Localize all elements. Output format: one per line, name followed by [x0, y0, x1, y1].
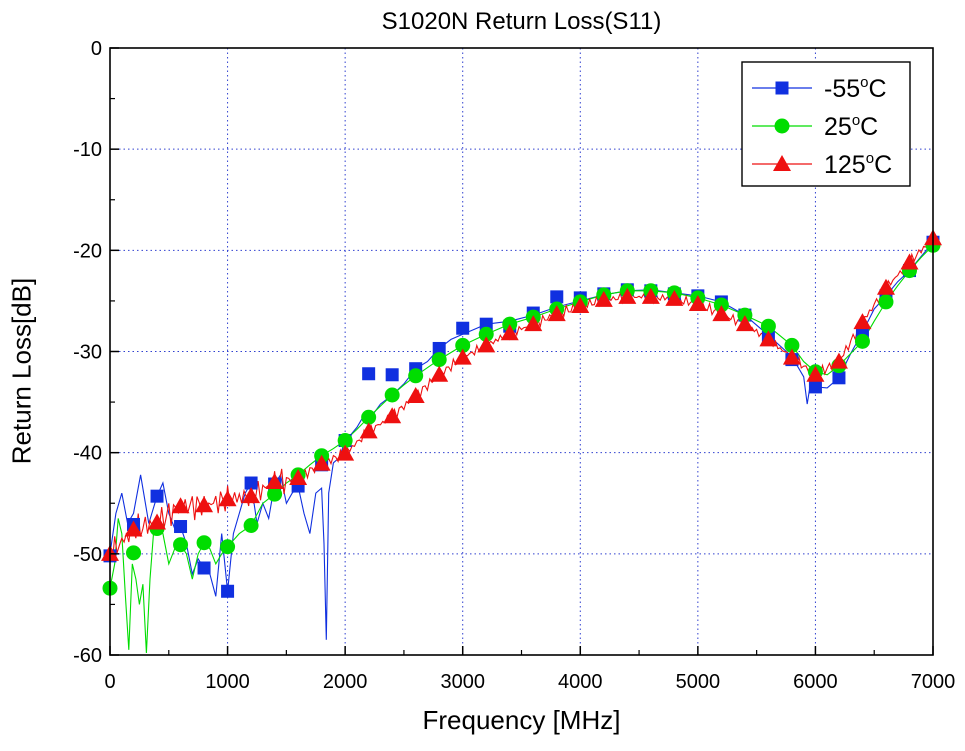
data-point-triangle: [829, 352, 848, 369]
series-markers: [101, 229, 942, 598]
data-point-triangle: [900, 253, 919, 270]
y-axis-label: Return Loss[dB]: [6, 277, 37, 465]
data-point-square: [432, 341, 446, 355]
data-point-triangle: [430, 365, 449, 382]
data-point-triangle: [148, 513, 167, 530]
legend-marker-circle: [774, 118, 790, 134]
data-point-square: [832, 371, 846, 385]
data-point-triangle: [876, 278, 895, 295]
data-point-circle: [196, 535, 212, 551]
data-point-circle: [243, 518, 259, 534]
data-point-triangle: [289, 468, 308, 485]
x-tick-label: 4000: [558, 671, 603, 693]
data-point-triangle: [641, 287, 660, 304]
y-tick-label: -50: [73, 544, 102, 566]
legend-label: 25oC: [824, 112, 878, 141]
data-point-triangle: [735, 315, 754, 332]
data-point-square: [150, 489, 164, 503]
data-point-square: [550, 290, 564, 304]
data-point-square: [385, 368, 399, 382]
y-tick-label: -40: [73, 443, 102, 465]
data-point-circle: [760, 318, 776, 334]
x-tick-label: 6000: [793, 671, 838, 693]
data-point-circle: [713, 297, 729, 313]
legend-label: 125oC: [824, 150, 892, 179]
data-point-square: [244, 476, 258, 490]
data-point-triangle: [524, 315, 543, 332]
data-point-triangle: [500, 324, 519, 341]
axes: 0 1000 2000 3000 4000 5000 6000 7000 0 -10 -20 -30 -…: [73, 38, 955, 693]
data-point-circle: [173, 537, 189, 553]
data-point-circle: [337, 433, 353, 449]
data-point-circle: [220, 539, 236, 555]
y-tick-label: -60: [73, 645, 102, 667]
data-point-triangle: [242, 487, 261, 504]
data-point-circle: [384, 387, 400, 403]
data-point-triangle: [124, 520, 143, 537]
data-point-triangle: [195, 496, 214, 513]
data-point-circle: [431, 352, 447, 368]
data-point-triangle: [665, 289, 684, 306]
legend-marker-triangle: [773, 155, 791, 171]
legend: -55oC 25oC 125oC: [741, 61, 911, 187]
data-point-circle: [126, 545, 142, 561]
data-point-triangle: [547, 305, 566, 322]
legend-box: [741, 61, 911, 187]
x-tick-label: 7000: [911, 671, 956, 693]
data-point-circle: [478, 326, 494, 342]
data-point-square: [362, 367, 376, 381]
x-tick-label: 0: [104, 671, 115, 693]
data-point-circle: [784, 337, 800, 353]
data-point-triangle: [406, 387, 425, 404]
data-point-triangle: [312, 454, 331, 471]
data-point-triangle: [383, 407, 402, 424]
data-point-circle: [267, 486, 283, 502]
data-point-square: [174, 520, 188, 534]
y-tick-label: -10: [73, 139, 102, 161]
data-point-triangle: [571, 296, 590, 313]
data-point-circle: [361, 409, 377, 425]
x-axis-label: Frequency [MHz]: [422, 705, 621, 735]
legend-label: -55oC: [824, 74, 887, 103]
data-point-circle: [502, 316, 518, 332]
data-point-circle: [878, 294, 894, 310]
legend-marker-square: [775, 81, 789, 95]
data-point-triangle: [218, 490, 237, 507]
x-tick-label: 3000: [440, 671, 485, 693]
series-line-triangle: [110, 237, 933, 563]
chart-title: S1020N Return Loss(S11): [381, 8, 662, 35]
data-point-triangle: [853, 313, 872, 330]
x-tick-label: 5000: [676, 671, 721, 693]
data-point-circle: [854, 333, 870, 349]
y-tick-label: 0: [91, 38, 102, 60]
series-line-square: [110, 241, 933, 640]
data-point-triangle: [336, 444, 355, 461]
data-point-triangle: [782, 348, 801, 365]
x-tick-label: 2000: [323, 671, 368, 693]
data-point-triangle: [594, 290, 613, 307]
data-point-square: [221, 584, 235, 598]
data-point-triangle: [806, 365, 825, 382]
y-tick-label: -20: [73, 240, 102, 262]
data-point-square: [456, 321, 470, 335]
data-point-triangle: [618, 287, 637, 304]
data-point-circle: [455, 337, 471, 353]
data-point-square: [479, 317, 493, 331]
data-point-square: [808, 380, 822, 394]
data-point-triangle: [359, 422, 378, 439]
y-tick-label: -30: [73, 342, 102, 364]
data-point-triangle: [477, 336, 496, 353]
data-point-triangle: [171, 497, 190, 514]
data-point-square: [197, 561, 211, 575]
data-point-triangle: [759, 330, 778, 347]
x-tick-label: 1000: [205, 671, 250, 693]
data-point-circle: [737, 307, 753, 323]
data-point-circle: [408, 368, 424, 384]
data-point-triangle: [712, 305, 731, 322]
data-point-triangle: [453, 348, 472, 365]
data-point-triangle: [265, 473, 284, 490]
data-point-triangle: [688, 294, 707, 311]
